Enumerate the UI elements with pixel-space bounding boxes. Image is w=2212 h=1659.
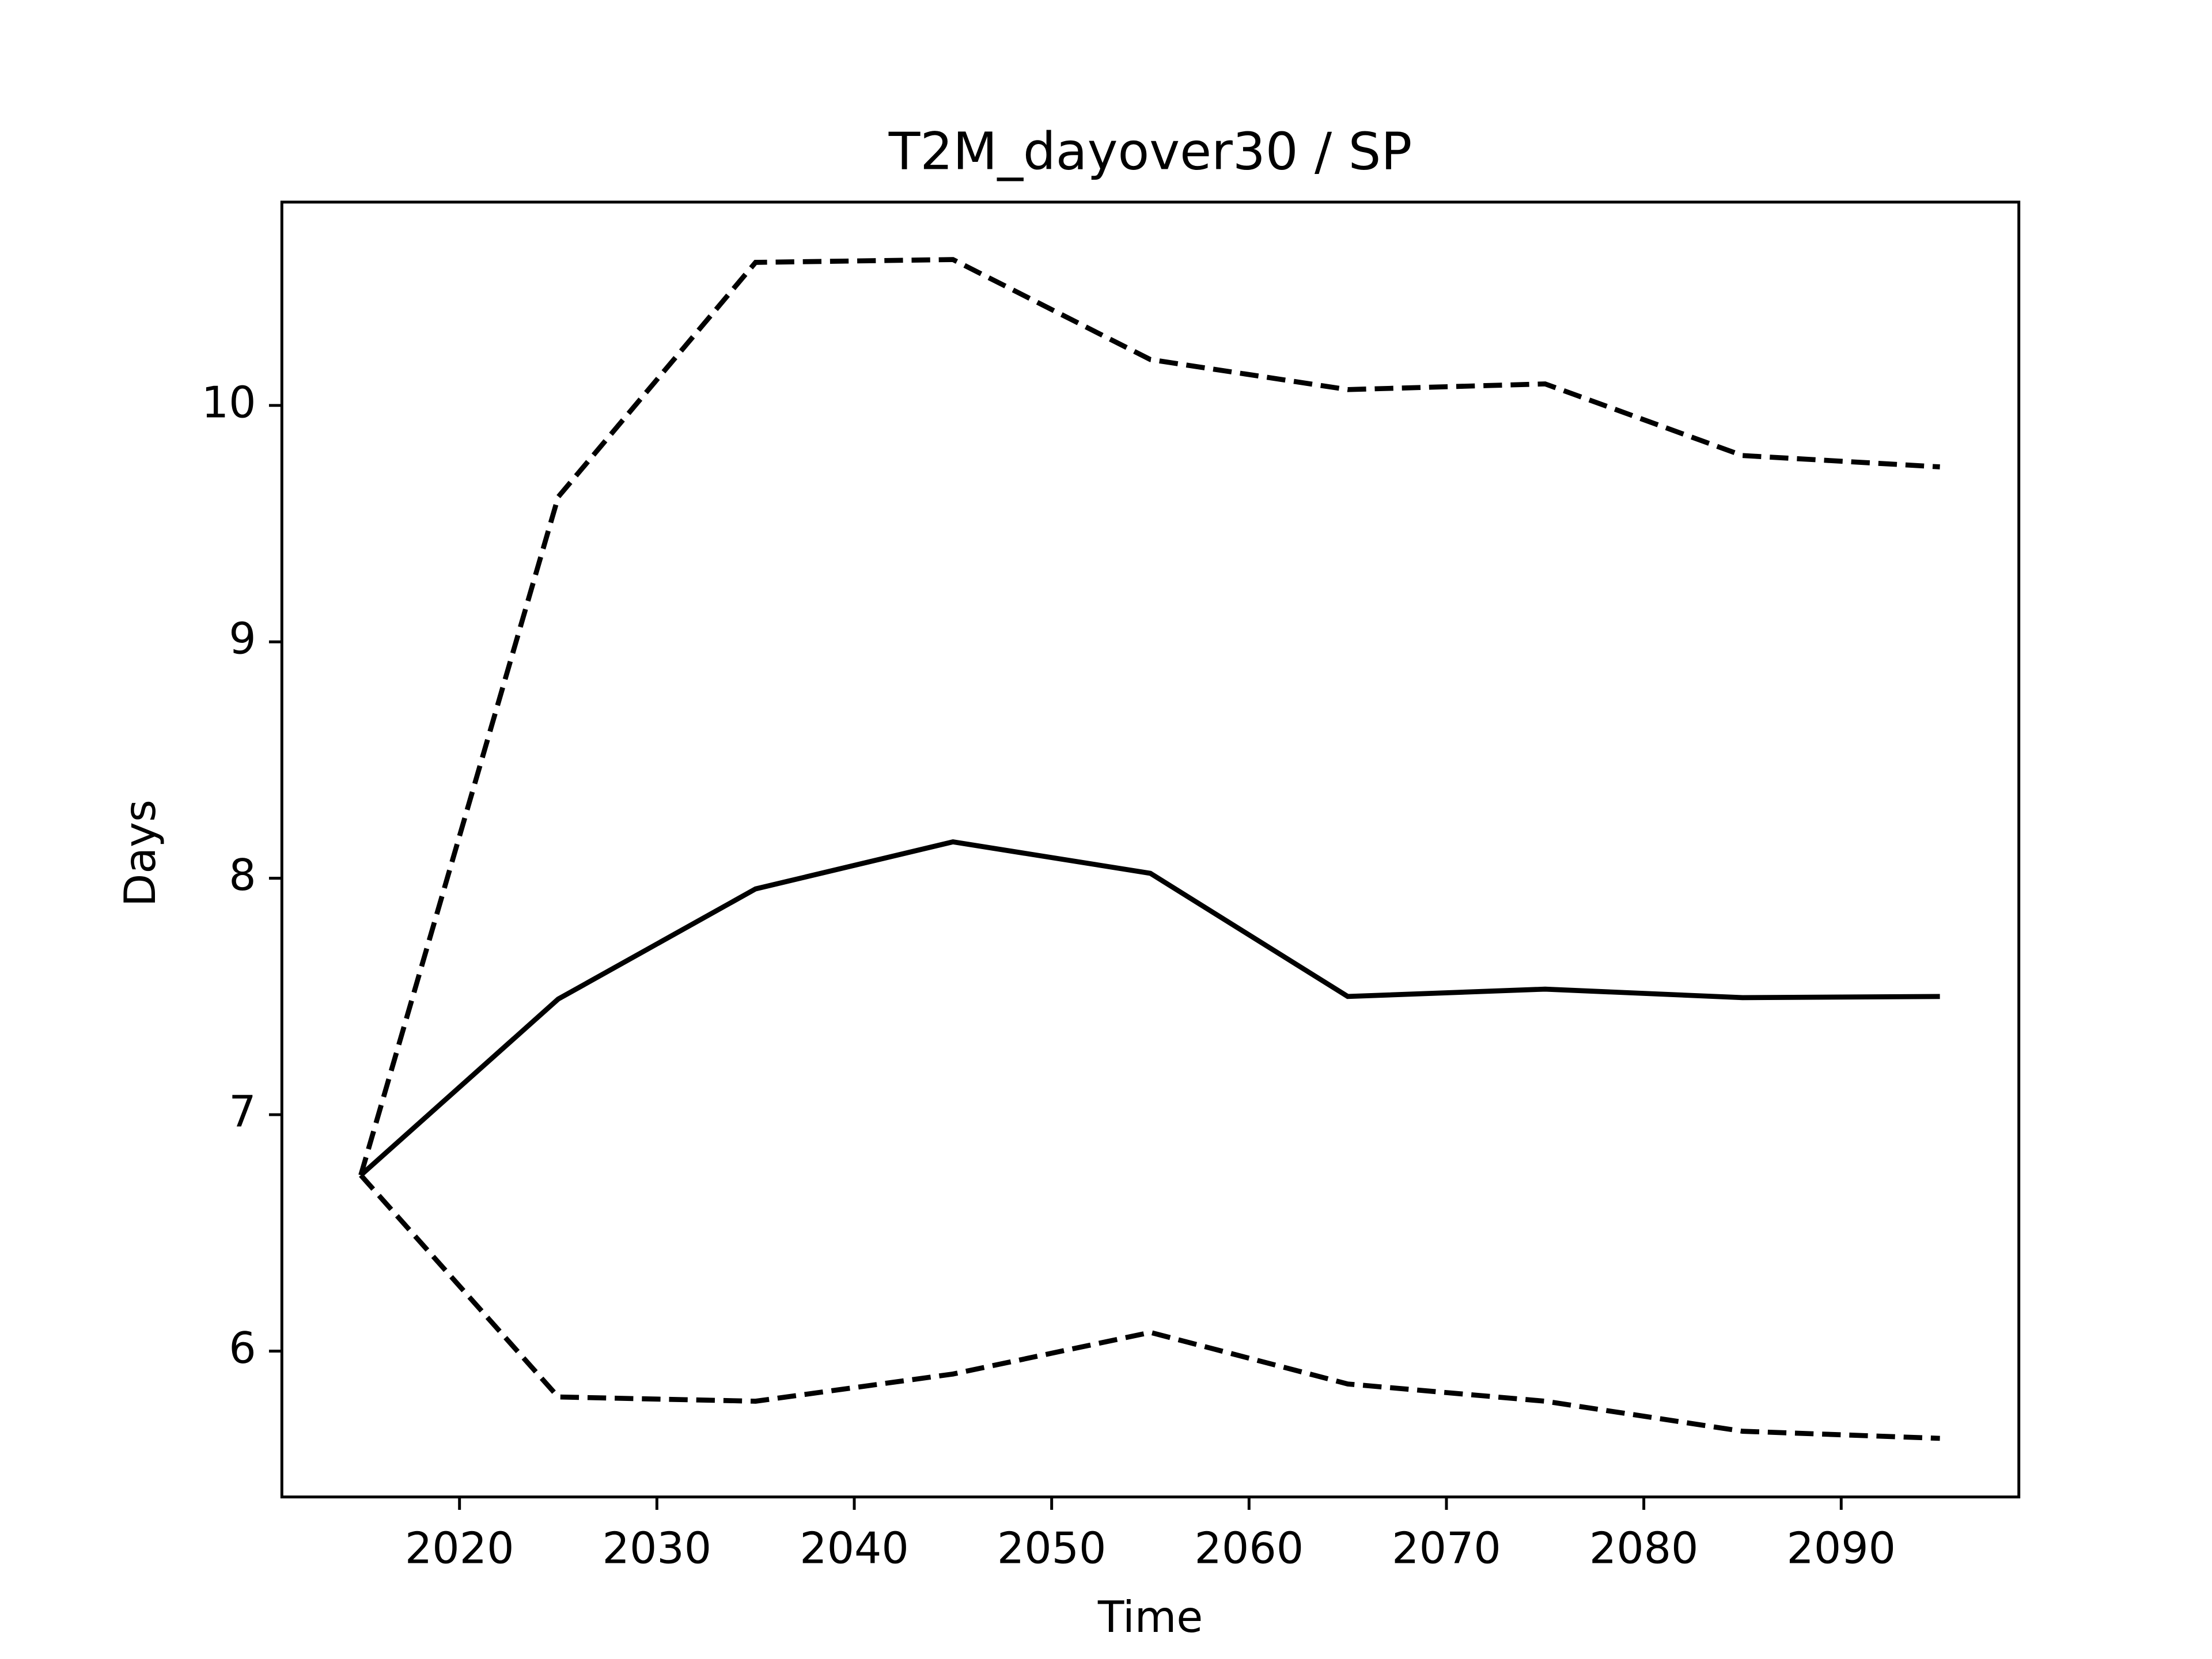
line-series [359, 839, 1940, 1177]
x-tick-label: 2050 [997, 1524, 1107, 1574]
x-tick-label: 2090 [1786, 1524, 1896, 1574]
y-tick-label: 6 [229, 1323, 256, 1373]
y-axis-label: Days [115, 800, 165, 907]
plot-frame [280, 200, 2021, 1499]
y-tick-label: 8 [229, 850, 256, 900]
x-tick-label: 2060 [1195, 1524, 1304, 1574]
x-tick-label: 2040 [800, 1524, 909, 1574]
chart-title: T2M_dayover30 / SP [888, 122, 1412, 181]
y-tick-label: 7 [229, 1087, 256, 1137]
line-series [359, 1173, 1940, 1441]
line-series [358, 257, 1940, 1176]
x-tick-label: 2080 [1589, 1524, 1699, 1574]
x-axis-label: Time [1097, 1592, 1203, 1642]
y-tick-label: 9 [229, 614, 256, 664]
x-tick-label: 2030 [603, 1524, 712, 1574]
y-tick-label: 10 [202, 377, 256, 427]
x-tick-label: 2020 [405, 1524, 514, 1574]
x-tick-label: 2070 [1392, 1524, 1501, 1574]
